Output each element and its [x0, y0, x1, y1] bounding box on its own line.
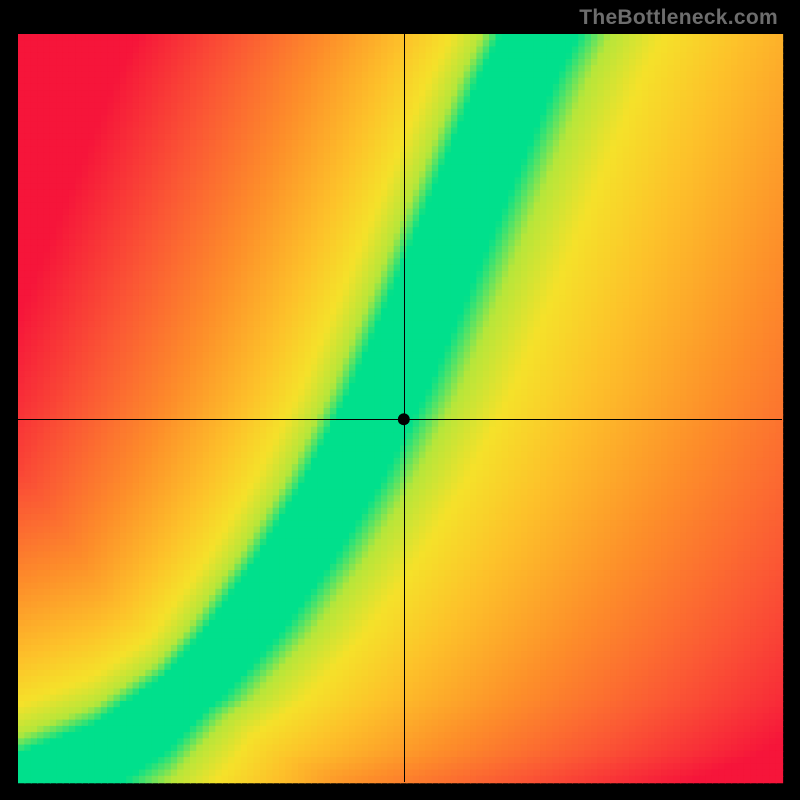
chart-container: TheBottleneck.com	[0, 0, 800, 800]
source-watermark: TheBottleneck.com	[579, 6, 778, 30]
bottleneck-heatmap	[0, 0, 800, 800]
